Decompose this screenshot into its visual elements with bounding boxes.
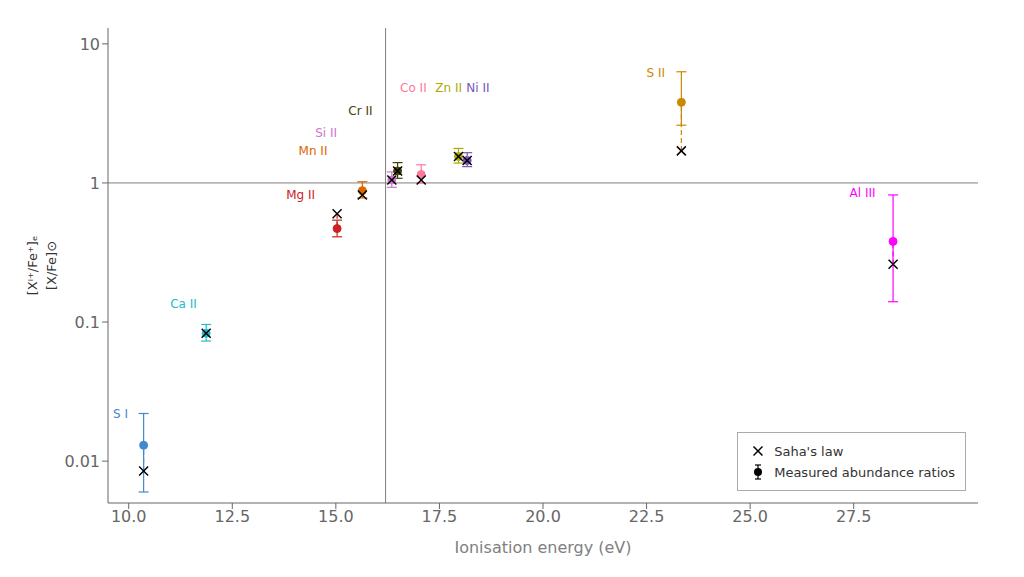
svg-text:10.0: 10.0	[111, 507, 147, 526]
svg-text:Zn II: Zn II	[435, 81, 462, 95]
svg-text:Mn II: Mn II	[299, 144, 328, 158]
svg-text:12.5: 12.5	[214, 507, 250, 526]
svg-text:25.0: 25.0	[732, 507, 768, 526]
svg-text:15.0: 15.0	[318, 507, 354, 526]
svg-text:Ca II: Ca II	[170, 297, 197, 311]
svg-text:S II: S II	[647, 66, 666, 80]
svg-text:17.5: 17.5	[422, 507, 458, 526]
html-text:Measured abundance ratios: Measured abundance ratios	[774, 464, 955, 480]
svg-text:[Xⁱ⁺/Fe⁺]ₑ[X/Fe]⊙: [Xⁱ⁺/Fe⁺]ₑ[X/Fe]⊙	[25, 236, 60, 296]
svg-text:Ni II: Ni II	[466, 81, 489, 95]
html-text:Saha's law: Saha's law	[774, 443, 844, 459]
svg-text:Mg II: Mg II	[286, 188, 315, 202]
svg-text:Al III: Al III	[850, 186, 876, 200]
svg-text:0.01: 0.01	[64, 452, 100, 471]
svg-text:Si II: Si II	[315, 126, 337, 140]
svg-text:Cr II: Cr II	[348, 104, 372, 118]
svg-text:27.5: 27.5	[836, 507, 872, 526]
svg-text:1: 1	[90, 174, 100, 193]
svg-text:Co II: Co II	[400, 81, 427, 95]
svg-text:Ionisation energy (eV): Ionisation energy (eV)	[454, 538, 631, 557]
svg-text:S I: S I	[113, 407, 128, 421]
svg-text:20.0: 20.0	[525, 507, 561, 526]
svg-text:0.1: 0.1	[75, 313, 100, 332]
svg-text:22.5: 22.5	[629, 507, 665, 526]
svg-text:10: 10	[80, 35, 100, 54]
